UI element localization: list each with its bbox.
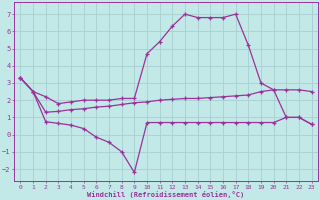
- X-axis label: Windchill (Refroidissement éolien,°C): Windchill (Refroidissement éolien,°C): [87, 191, 244, 198]
